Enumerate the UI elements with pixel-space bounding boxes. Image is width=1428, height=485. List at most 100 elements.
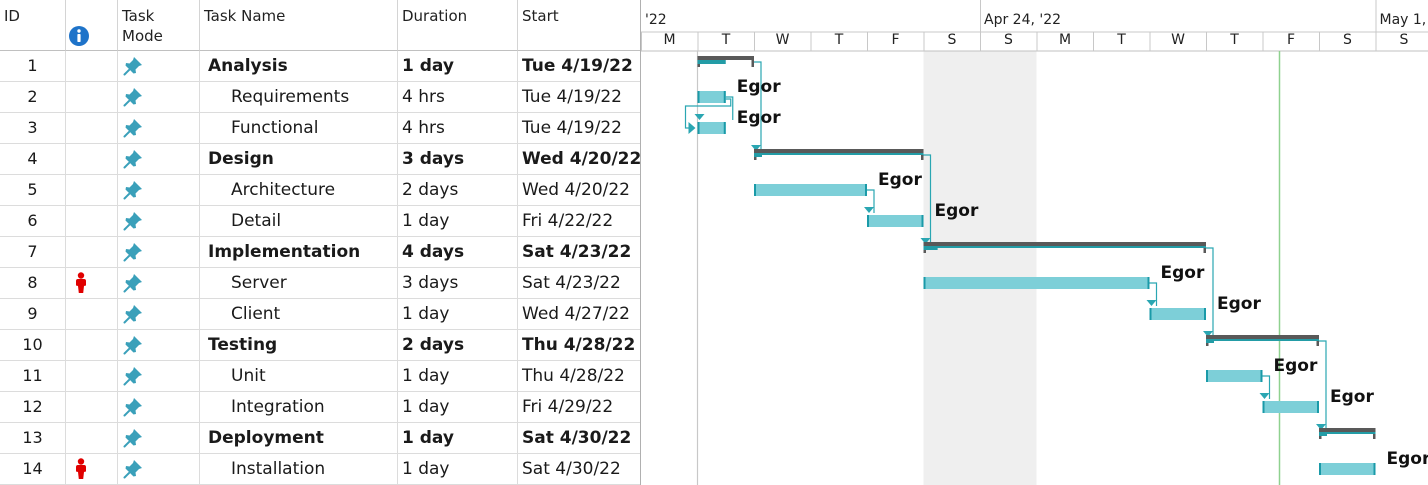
task-start[interactable]: Thu 4/28/22 — [522, 366, 625, 386]
task-row[interactable]: 7 Implementation 4 days Sat 4/23/22 — [0, 237, 640, 268]
task-id[interactable]: 8 — [0, 268, 66, 298]
task-row[interactable]: 10 Testing 2 days Thu 4/28/22 — [0, 330, 640, 361]
task-mode-cell[interactable] — [118, 237, 200, 267]
task-start[interactable]: Wed 4/20/22 — [522, 149, 641, 169]
task-bar[interactable] — [1206, 370, 1263, 382]
task-id[interactable]: 6 — [0, 206, 66, 236]
task-row[interactable]: 2 Requirements 4 hrs Tue 4/19/22 — [0, 82, 640, 113]
task-mode-cell[interactable] — [118, 175, 200, 205]
dependency-link[interactable] — [1149, 282, 1158, 306]
task-duration[interactable]: 3 days — [398, 268, 518, 298]
summary-bar[interactable] — [923, 242, 1207, 246]
task-name[interactable]: Testing — [200, 330, 398, 360]
task-row[interactable]: 5 Architecture 2 days Wed 4/20/22 — [0, 175, 640, 206]
task-id[interactable]: 3 — [0, 113, 66, 143]
task-mode-cell[interactable] — [118, 423, 200, 453]
task-start[interactable]: Sat 4/30/22 — [522, 459, 621, 479]
task-bar[interactable] — [697, 122, 726, 134]
task-mode-cell[interactable] — [118, 330, 200, 360]
task-row[interactable]: 13 Deployment 1 day Sat 4/30/22 — [0, 423, 640, 454]
task-mode-cell[interactable] — [118, 206, 200, 236]
dependency-link[interactable] — [754, 61, 762, 151]
task-mode-cell[interactable] — [118, 299, 200, 329]
dependency-link[interactable] — [1262, 375, 1271, 399]
task-id[interactable]: 4 — [0, 144, 66, 174]
task-mode-cell[interactable] — [118, 268, 200, 298]
task-name[interactable]: Implementation — [200, 237, 398, 267]
task-bar[interactable] — [1319, 463, 1376, 475]
task-name[interactable]: Client — [200, 299, 398, 329]
column-header-start[interactable]: Start — [518, 0, 640, 51]
task-start[interactable]: Fri 4/22/22 — [522, 211, 614, 231]
summary-bar[interactable] — [697, 56, 755, 60]
task-start[interactable]: Tue 4/19/22 — [522, 56, 633, 76]
dependency-link[interactable] — [684, 98, 732, 129]
column-header-duration[interactable]: Duration — [398, 0, 518, 51]
task-bar[interactable] — [867, 215, 924, 227]
task-start[interactable]: Wed 4/20/22 — [522, 180, 631, 200]
task-row[interactable]: 11 Unit 1 day Thu 4/28/22 — [0, 361, 640, 392]
task-name[interactable]: Installation — [200, 454, 398, 484]
task-row[interactable]: 9 Client 1 day Wed 4/27/22 — [0, 299, 640, 330]
task-duration[interactable]: 2 days — [398, 175, 518, 205]
task-bar[interactable] — [1149, 308, 1207, 320]
task-name[interactable]: Analysis — [200, 51, 398, 81]
dependency-link[interactable] — [725, 96, 734, 120]
task-id[interactable]: 14 — [0, 454, 66, 484]
task-bar[interactable] — [1262, 401, 1320, 413]
task-start[interactable]: Sat 4/30/22 — [522, 428, 632, 448]
task-mode-cell[interactable] — [118, 51, 200, 81]
task-row[interactable]: 8 Server 3 days Sat 4/23/22 — [0, 268, 640, 299]
task-id[interactable]: 10 — [0, 330, 66, 360]
summary-bar[interactable] — [754, 149, 924, 153]
task-row[interactable]: 14 Installation 1 day Sat 4/30/22 — [0, 454, 640, 485]
task-bar[interactable] — [697, 91, 726, 103]
summary-bar[interactable] — [1319, 428, 1376, 432]
task-bar[interactable] — [923, 277, 1150, 289]
task-name[interactable]: Architecture — [200, 175, 398, 205]
task-duration[interactable]: 4 hrs — [398, 113, 518, 143]
task-duration[interactable]: 2 days — [398, 330, 518, 360]
task-start[interactable]: Fri 4/29/22 — [522, 397, 614, 417]
task-row[interactable]: 1 Analysis 1 day Tue 4/19/22 — [0, 51, 640, 82]
column-header-id[interactable]: ID — [0, 0, 66, 51]
task-name[interactable]: Requirements — [200, 82, 398, 112]
task-duration[interactable]: 1 day — [398, 423, 518, 453]
task-duration[interactable]: 1 day — [398, 392, 518, 422]
column-header-task-mode[interactable]: Task Mode — [118, 0, 200, 51]
task-duration[interactable]: 1 day — [398, 51, 518, 81]
task-bar[interactable] — [754, 184, 867, 196]
task-duration[interactable]: 1 day — [398, 299, 518, 329]
task-row[interactable]: 6 Detail 1 day Fri 4/22/22 — [0, 206, 640, 237]
task-start[interactable]: Wed 4/27/22 — [522, 304, 631, 324]
task-name[interactable]: Functional — [200, 113, 398, 143]
task-start[interactable]: Tue 4/19/22 — [522, 87, 622, 107]
task-duration[interactable]: 1 day — [398, 361, 518, 391]
dependency-link[interactable] — [867, 189, 875, 213]
task-row[interactable]: 12 Integration 1 day Fri 4/29/22 — [0, 392, 640, 423]
task-mode-cell[interactable] — [118, 144, 200, 174]
task-id[interactable]: 11 — [0, 361, 66, 391]
column-header-indicators[interactable] — [66, 0, 118, 51]
task-row[interactable]: 4 Design 3 days Wed 4/20/22 — [0, 144, 641, 175]
summary-bar[interactable] — [1206, 335, 1319, 339]
task-row[interactable]: 3 Functional 4 hrs Tue 4/19/22 — [0, 113, 640, 144]
task-mode-cell[interactable] — [118, 454, 200, 484]
task-name[interactable]: Server — [200, 268, 398, 298]
task-name[interactable]: Deployment — [200, 423, 398, 453]
task-mode-cell[interactable] — [118, 392, 200, 422]
task-duration[interactable]: 4 hrs — [398, 82, 518, 112]
task-id[interactable]: 1 — [0, 51, 66, 81]
task-start[interactable]: Sat 4/23/22 — [522, 242, 632, 262]
task-duration[interactable]: 1 day — [398, 454, 518, 484]
task-duration[interactable]: 1 day — [398, 206, 518, 236]
dependency-link[interactable] — [1206, 247, 1214, 337]
task-id[interactable]: 7 — [0, 237, 66, 267]
task-start[interactable]: Tue 4/19/22 — [522, 118, 622, 138]
column-header-task-name[interactable]: Task Name — [200, 0, 398, 51]
task-id[interactable]: 13 — [0, 423, 66, 453]
task-id[interactable]: 5 — [0, 175, 66, 205]
task-name[interactable]: Detail — [200, 206, 398, 236]
task-mode-cell[interactable] — [118, 113, 200, 143]
task-name[interactable]: Integration — [200, 392, 398, 422]
